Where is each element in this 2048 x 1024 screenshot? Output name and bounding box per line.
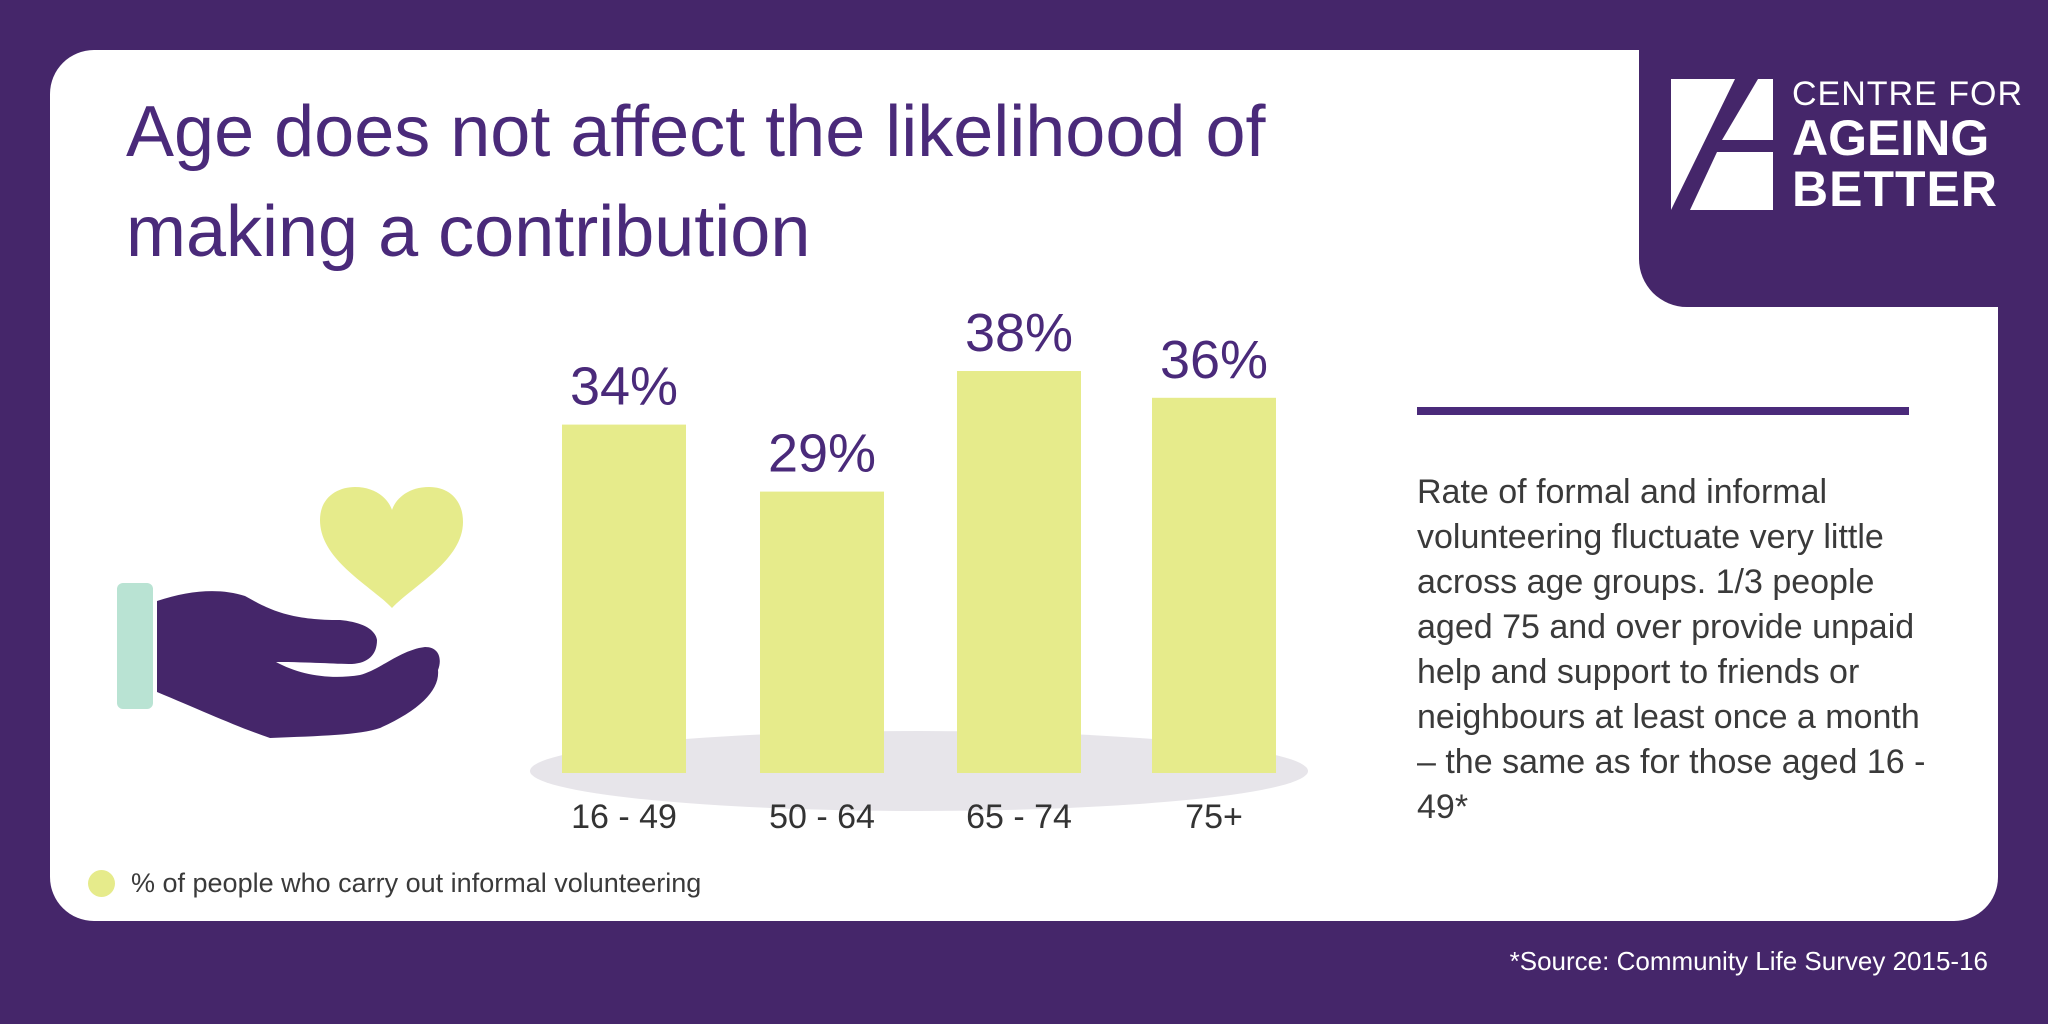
chart-shadow bbox=[530, 731, 1308, 811]
bar-5064 bbox=[760, 491, 884, 773]
legend-label: % of people who carry out informal volun… bbox=[131, 868, 702, 898]
category-label: 65 - 74 bbox=[966, 798, 1072, 836]
title-line-1: Age does not affect the likelihood of bbox=[126, 92, 1266, 172]
page-title: Age does not affect the likelihood of ma… bbox=[126, 82, 1265, 282]
bar-1649 bbox=[562, 424, 686, 773]
value-label: 38% bbox=[965, 303, 1073, 363]
source-note: *Source: Community Life Survey 2015-16 bbox=[1509, 946, 1988, 976]
legend-swatch bbox=[88, 870, 115, 897]
card-corner bbox=[1600, 50, 1640, 90]
legend: % of people who carry out informal volun… bbox=[88, 868, 701, 899]
description-text: Rate of formal and informal volunteering… bbox=[1417, 473, 1926, 826]
logo-line-1: CENTRE FOR bbox=[1792, 75, 2023, 113]
value-label: 29% bbox=[768, 424, 876, 484]
divider-line bbox=[1417, 407, 1909, 415]
hand-icon bbox=[117, 583, 440, 738]
title-line-2: making a contribution bbox=[126, 192, 811, 272]
logo-line-3: BETTER bbox=[1792, 161, 1998, 217]
value-label: 34% bbox=[570, 357, 678, 417]
value-label: 36% bbox=[1160, 330, 1268, 390]
category-label: 16 - 49 bbox=[571, 798, 677, 836]
category-label: 50 - 64 bbox=[769, 798, 875, 836]
bar-75 bbox=[1152, 397, 1276, 773]
heart-icon bbox=[320, 487, 463, 608]
bar-6574 bbox=[957, 371, 1081, 773]
logo-line-2: AGEING bbox=[1792, 110, 1990, 166]
category-label: 75+ bbox=[1185, 798, 1243, 836]
